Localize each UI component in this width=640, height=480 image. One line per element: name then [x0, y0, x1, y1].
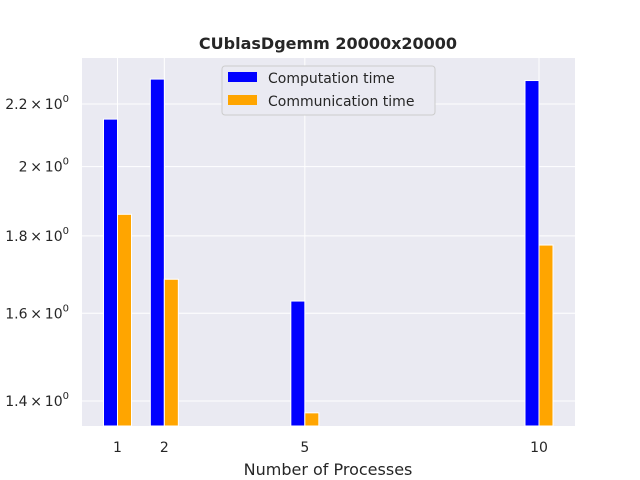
x-tick-label: 5 — [300, 440, 309, 456]
legend-swatch-communication — [228, 95, 257, 105]
legend-swatch-computation — [228, 72, 257, 82]
y-tick-label: 2 × 100 — [19, 157, 69, 176]
communication-bar — [538, 244, 554, 427]
x-axis-label: Number of Processes — [244, 460, 413, 479]
communication-bar — [163, 278, 179, 427]
communication-bar — [117, 213, 132, 427]
y-tick-labels: 1.4 × 100 1.6 × 100 1.8 × 100 2 × 100 2.2 × … — [5, 94, 69, 410]
computation-bar — [290, 300, 306, 427]
computation-bar — [149, 78, 165, 427]
legend-box — [221, 65, 436, 116]
x-tick-labels: 1 2 5 10 — [113, 440, 548, 456]
y-tick-label: 1.6 × 100 — [5, 303, 69, 322]
computation-bar — [103, 118, 118, 427]
legend: Computation time Communication time — [221, 65, 436, 116]
y-tick-label: 2.2 × 100 — [5, 94, 69, 113]
x-tick-label: 10 — [530, 440, 548, 456]
y-tick-label: 1.4 × 100 — [5, 391, 69, 410]
legend-label-communication: Communication time — [268, 94, 414, 110]
bars — [103, 78, 554, 427]
y-tick-label: 1.8 × 100 — [5, 226, 69, 245]
x-tick-label: 1 — [113, 440, 122, 456]
communication-bar — [304, 412, 320, 427]
legend-label-computation: Computation time — [268, 71, 395, 87]
chart-title: CUblasDgemm 20000x20000 — [199, 34, 457, 53]
x-tick-label: 2 — [160, 440, 169, 456]
computation-bar — [524, 80, 540, 427]
